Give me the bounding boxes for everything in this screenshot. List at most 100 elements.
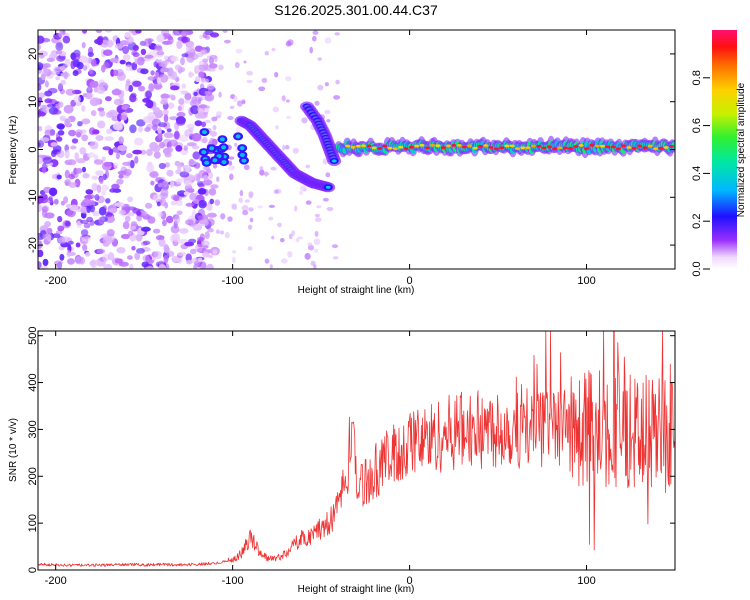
noise-blob <box>134 252 141 261</box>
snr-ytick-label: 0 <box>27 567 39 573</box>
band-peak <box>392 147 398 151</box>
noise-blob <box>76 61 84 70</box>
noise-blob <box>185 202 195 207</box>
band-peak <box>615 147 621 151</box>
cluster-blob-peak <box>204 160 210 165</box>
noise-blob <box>235 126 242 133</box>
snr-xtick-label: -100 <box>222 575 244 587</box>
noise-blob <box>81 236 91 242</box>
noise-blob <box>175 178 183 185</box>
noise-blob <box>75 256 84 265</box>
noise-blob <box>63 196 69 204</box>
noise-blob <box>40 38 51 43</box>
noise-blob <box>144 202 153 209</box>
noise-blob <box>238 197 243 203</box>
spectrogram-x-axis: -200 -100 0 100 <box>45 30 596 287</box>
noise-blob <box>158 73 169 83</box>
noise-blob <box>95 135 104 141</box>
band-peak <box>366 144 372 148</box>
cluster-blob-peak <box>212 158 218 163</box>
band-peak <box>472 146 478 150</box>
cluster-blob-peak <box>201 150 207 155</box>
noise-blob <box>164 202 169 209</box>
noise-blob <box>178 98 185 105</box>
noise-blob <box>141 261 149 268</box>
noise-blob <box>216 176 220 182</box>
noise-blob <box>206 204 213 211</box>
noise-blob <box>91 175 99 180</box>
noise-blob <box>181 53 189 58</box>
noise-blob <box>325 172 331 178</box>
noise-blob <box>326 119 331 123</box>
band-peak <box>520 146 526 150</box>
noise-blob <box>179 134 189 142</box>
noise-blob <box>312 35 317 42</box>
noise-blob <box>78 55 88 64</box>
noise-blob <box>64 178 71 186</box>
noise-blob <box>54 260 63 266</box>
noise-blob <box>212 125 217 131</box>
noise-blob <box>57 124 65 130</box>
noise-blob <box>129 159 135 169</box>
noise-blob <box>158 238 166 247</box>
noise-blob <box>67 240 74 245</box>
noise-blob <box>184 99 191 104</box>
noise-blob <box>126 36 134 44</box>
noise-blob <box>210 184 219 189</box>
noise-blob <box>200 48 208 55</box>
noise-blob <box>176 210 183 216</box>
band-peak <box>626 146 632 149</box>
band-peak <box>440 146 446 150</box>
noise-blob <box>188 71 193 78</box>
cluster-blob-peak <box>219 137 225 142</box>
noise-blob <box>229 105 235 110</box>
noise-blob <box>232 250 237 254</box>
noise-blob <box>138 126 143 133</box>
noise-blob <box>317 84 324 91</box>
noise-blob <box>40 194 49 200</box>
noise-blob <box>184 92 192 101</box>
noise-blob <box>56 174 62 180</box>
noise-blob <box>156 201 161 207</box>
noise-blob <box>141 226 151 232</box>
band-peak <box>530 144 536 148</box>
noise-blob <box>147 112 155 121</box>
noise-blob <box>60 79 66 85</box>
noise-blob <box>39 104 46 112</box>
band-peak <box>414 144 420 148</box>
noise-blob <box>38 125 43 132</box>
band-peak <box>483 144 489 147</box>
noise-blob <box>233 95 238 103</box>
noise-blob <box>268 204 275 208</box>
noise-blob <box>197 188 207 195</box>
noise-blob <box>88 68 94 75</box>
noise-blob <box>103 161 112 168</box>
noise-blob <box>322 197 329 202</box>
noise-blob <box>75 129 83 138</box>
noise-blob <box>192 223 203 231</box>
noise-blob <box>202 245 209 249</box>
noise-blob <box>97 120 106 129</box>
noise-blob <box>176 40 183 49</box>
noise-blob <box>305 200 312 205</box>
noise-blob <box>153 250 162 260</box>
noise-blob <box>166 250 175 257</box>
band-peak <box>610 145 616 149</box>
colorbar-gradient <box>712 30 737 269</box>
noise-blob <box>176 119 186 126</box>
noise-blob <box>218 64 224 71</box>
noise-blob <box>186 123 195 129</box>
noise-blob <box>316 205 322 209</box>
noise-blob <box>202 58 209 63</box>
noise-blob <box>103 49 113 56</box>
colorbar-tick-label: 0.2 <box>691 214 703 229</box>
noise-blob <box>82 198 92 207</box>
noise-blob <box>105 198 111 204</box>
noise-blob <box>82 30 87 34</box>
colorbar-tick-label: 0.0 <box>691 261 703 276</box>
band-peak <box>424 146 430 150</box>
band-peak <box>430 143 436 147</box>
noise-blob <box>257 205 263 209</box>
cluster-blob-peak <box>201 130 207 135</box>
band-peak <box>568 147 574 150</box>
